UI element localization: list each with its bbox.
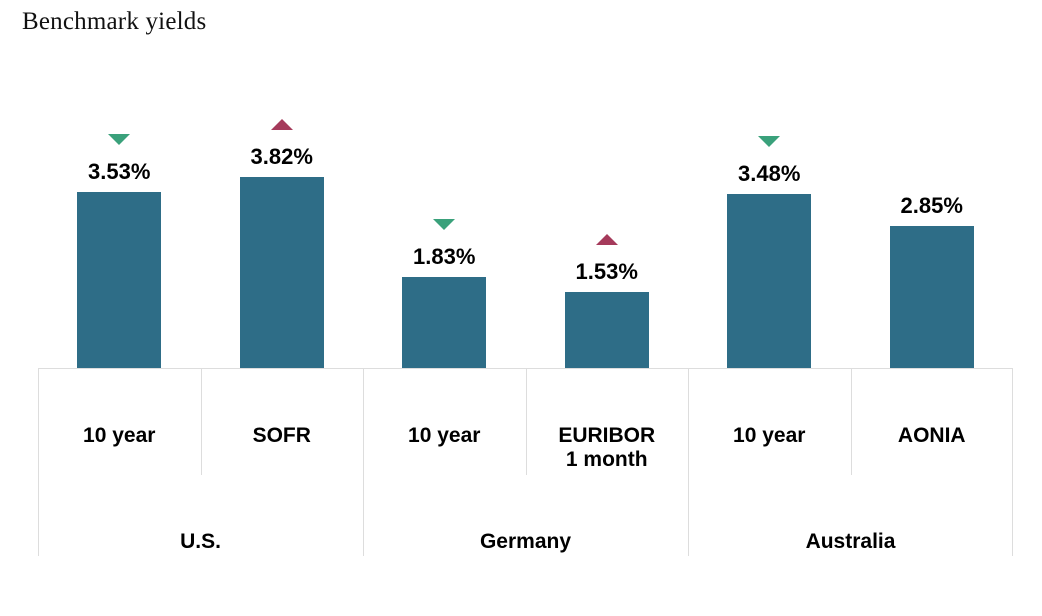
bar: [727, 194, 812, 368]
group-divider-line: [1012, 368, 1013, 556]
group-divider-line: [38, 368, 39, 556]
column-divider-line: [526, 368, 527, 475]
bar-category-label: SOFR: [252, 424, 311, 447]
bar-category-label: 10 year: [733, 424, 806, 447]
group-divider-line: [363, 368, 364, 556]
bar-category-label: 10 year: [408, 424, 481, 447]
bar-value-label: 3.48%: [738, 161, 801, 186]
column-divider-line: [851, 368, 852, 475]
change-down-icon: [108, 133, 131, 145]
bar: [889, 225, 974, 368]
group-divider-line: [688, 368, 689, 556]
country-group-label: Australia: [805, 530, 896, 553]
change-down-icon: [433, 218, 456, 230]
bar-value-label: 3.82%: [250, 144, 313, 169]
bar: [239, 177, 324, 368]
bar: [402, 276, 487, 368]
bar: [564, 291, 649, 368]
bar-value-label: 2.85%: [900, 192, 963, 218]
bar: [77, 191, 162, 368]
change-up-icon: [270, 119, 293, 130]
change-up-icon: [595, 233, 618, 245]
column-divider-line: [201, 368, 202, 475]
chart-title: Benchmark yields: [22, 8, 207, 35]
bar-value-label: 1.53%: [575, 258, 638, 284]
x-axis-baseline: [38, 368, 1013, 369]
country-group-label: Germany: [479, 530, 572, 553]
bar-value-label: 3.53%: [88, 158, 151, 184]
bar-category-label: 10 year: [83, 424, 156, 447]
bar-category-label: EURIBOR 1 month: [558, 424, 656, 471]
country-group-label: U.S.: [180, 530, 221, 553]
bar-value-label: 1.83%: [413, 243, 476, 269]
change-down-icon: [758, 136, 781, 147]
bar-category-label: AONIA: [897, 424, 966, 447]
